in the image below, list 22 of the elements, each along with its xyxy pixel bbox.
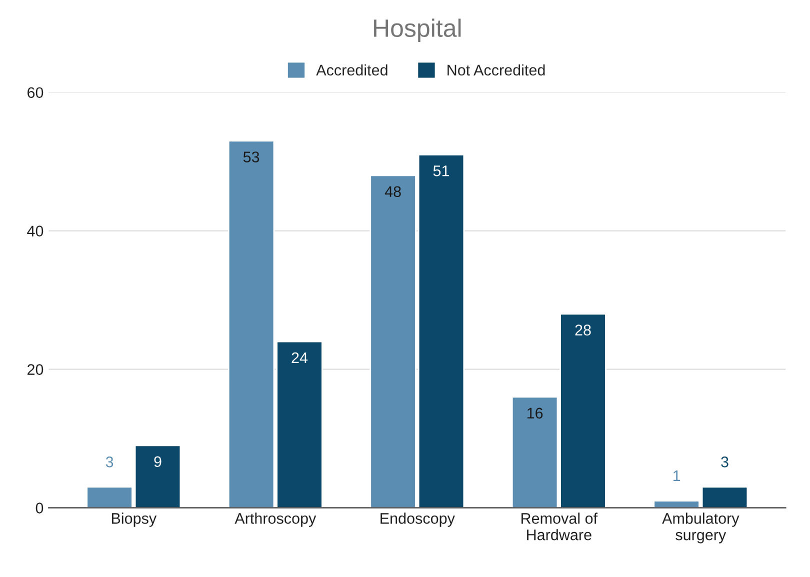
legend-label: Not Accredited bbox=[448, 64, 545, 76]
x-tick-label: Biopsy bbox=[112, 512, 157, 527]
x-tick-label: Ambulatory surgery bbox=[662, 512, 740, 544]
data-label: 24 bbox=[292, 352, 308, 364]
data-label: 53 bbox=[243, 152, 260, 162]
data-label: 48 bbox=[384, 186, 401, 198]
y-tick-label: 0 bbox=[36, 502, 44, 514]
data-label: 1 bbox=[673, 470, 680, 482]
y-tick-label: 20 bbox=[28, 364, 44, 375]
x-tick-label: Arthroscopy bbox=[234, 512, 316, 527]
data-label: 16 bbox=[527, 408, 543, 419]
data-label: 3 bbox=[721, 456, 728, 468]
chart-title: Hospital bbox=[374, 18, 461, 42]
data-label: 9 bbox=[154, 456, 162, 468]
x-tick-label: Removal of Hardware bbox=[522, 512, 598, 540]
data-label: 51 bbox=[433, 166, 449, 176]
legend-label: Accredited bbox=[316, 64, 388, 76]
data-label: 3 bbox=[106, 456, 114, 468]
y-tick-label: 40 bbox=[27, 226, 44, 236]
y-tick-label: 60 bbox=[28, 87, 44, 98]
x-tick-label: Endoscopy bbox=[380, 512, 455, 527]
data-label: 28 bbox=[575, 324, 591, 336]
